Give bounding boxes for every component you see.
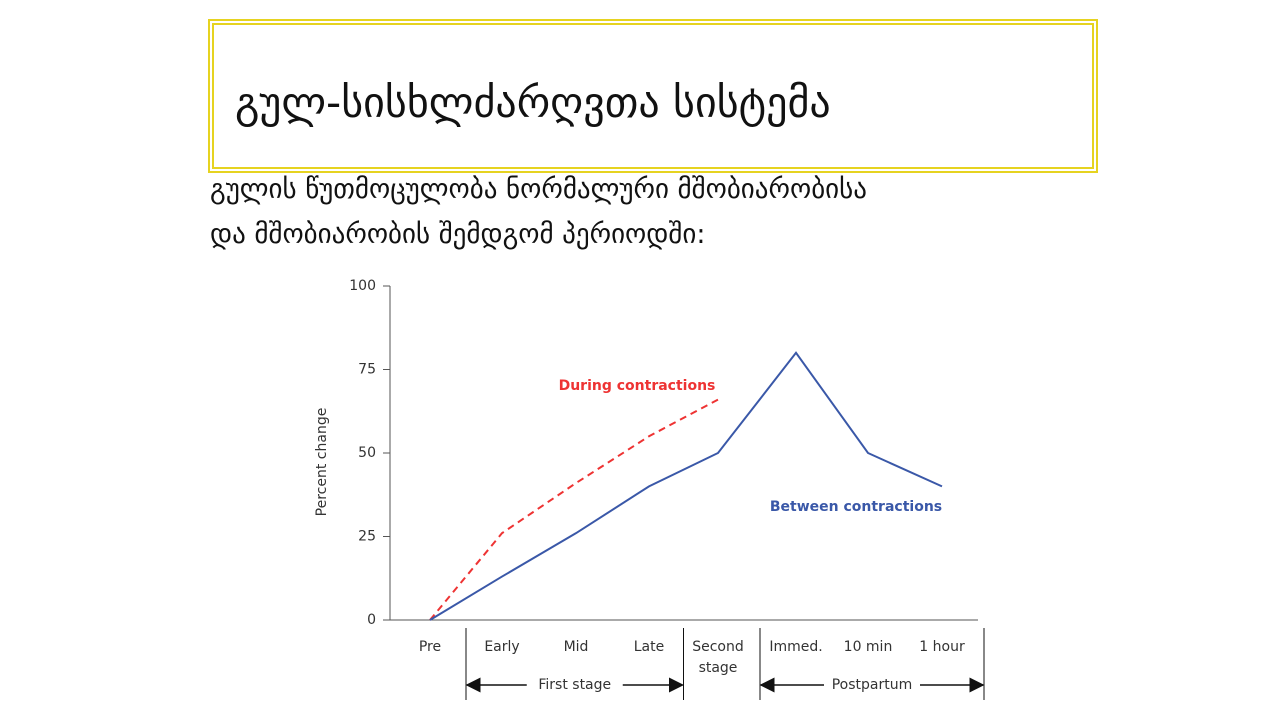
x-tick-label: Second stage	[692, 639, 744, 676]
series-label: During contractions	[559, 378, 716, 394]
y-axis-label: Percent change	[314, 408, 330, 517]
y-tick-label: 75	[358, 362, 376, 378]
series-label: Between contractions	[770, 499, 942, 515]
x-tick-label: Pre	[418, 639, 442, 655]
body-text: გულის წუთმოცულობა ნორმალური მშობიარობისა	[210, 174, 867, 205]
series-line	[429, 351, 943, 621]
x-tick-label: Early	[484, 639, 520, 655]
title-frame	[208, 19, 1098, 173]
x-tick-label: Immed.	[769, 639, 823, 655]
series-line	[429, 398, 719, 621]
x-tick-label: 10 min	[843, 639, 893, 655]
y-tick-label: 100	[349, 278, 376, 294]
slide-title: გულ-სისხლძარღვთა სისტემა	[235, 78, 831, 127]
y-tick-label: 0	[367, 612, 376, 628]
x-tick-label: 1 hour	[919, 639, 965, 655]
group-label: Postpartum	[832, 677, 913, 693]
x-tick-label: Mid	[563, 639, 589, 655]
y-tick-label: 50	[358, 445, 376, 461]
body-text: და მშობიარობის შემდგომ პერიოდში:	[210, 219, 706, 250]
y-tick-label: 25	[358, 529, 376, 545]
x-tick-label: Late	[633, 639, 665, 655]
group-label: First stage	[538, 677, 611, 693]
